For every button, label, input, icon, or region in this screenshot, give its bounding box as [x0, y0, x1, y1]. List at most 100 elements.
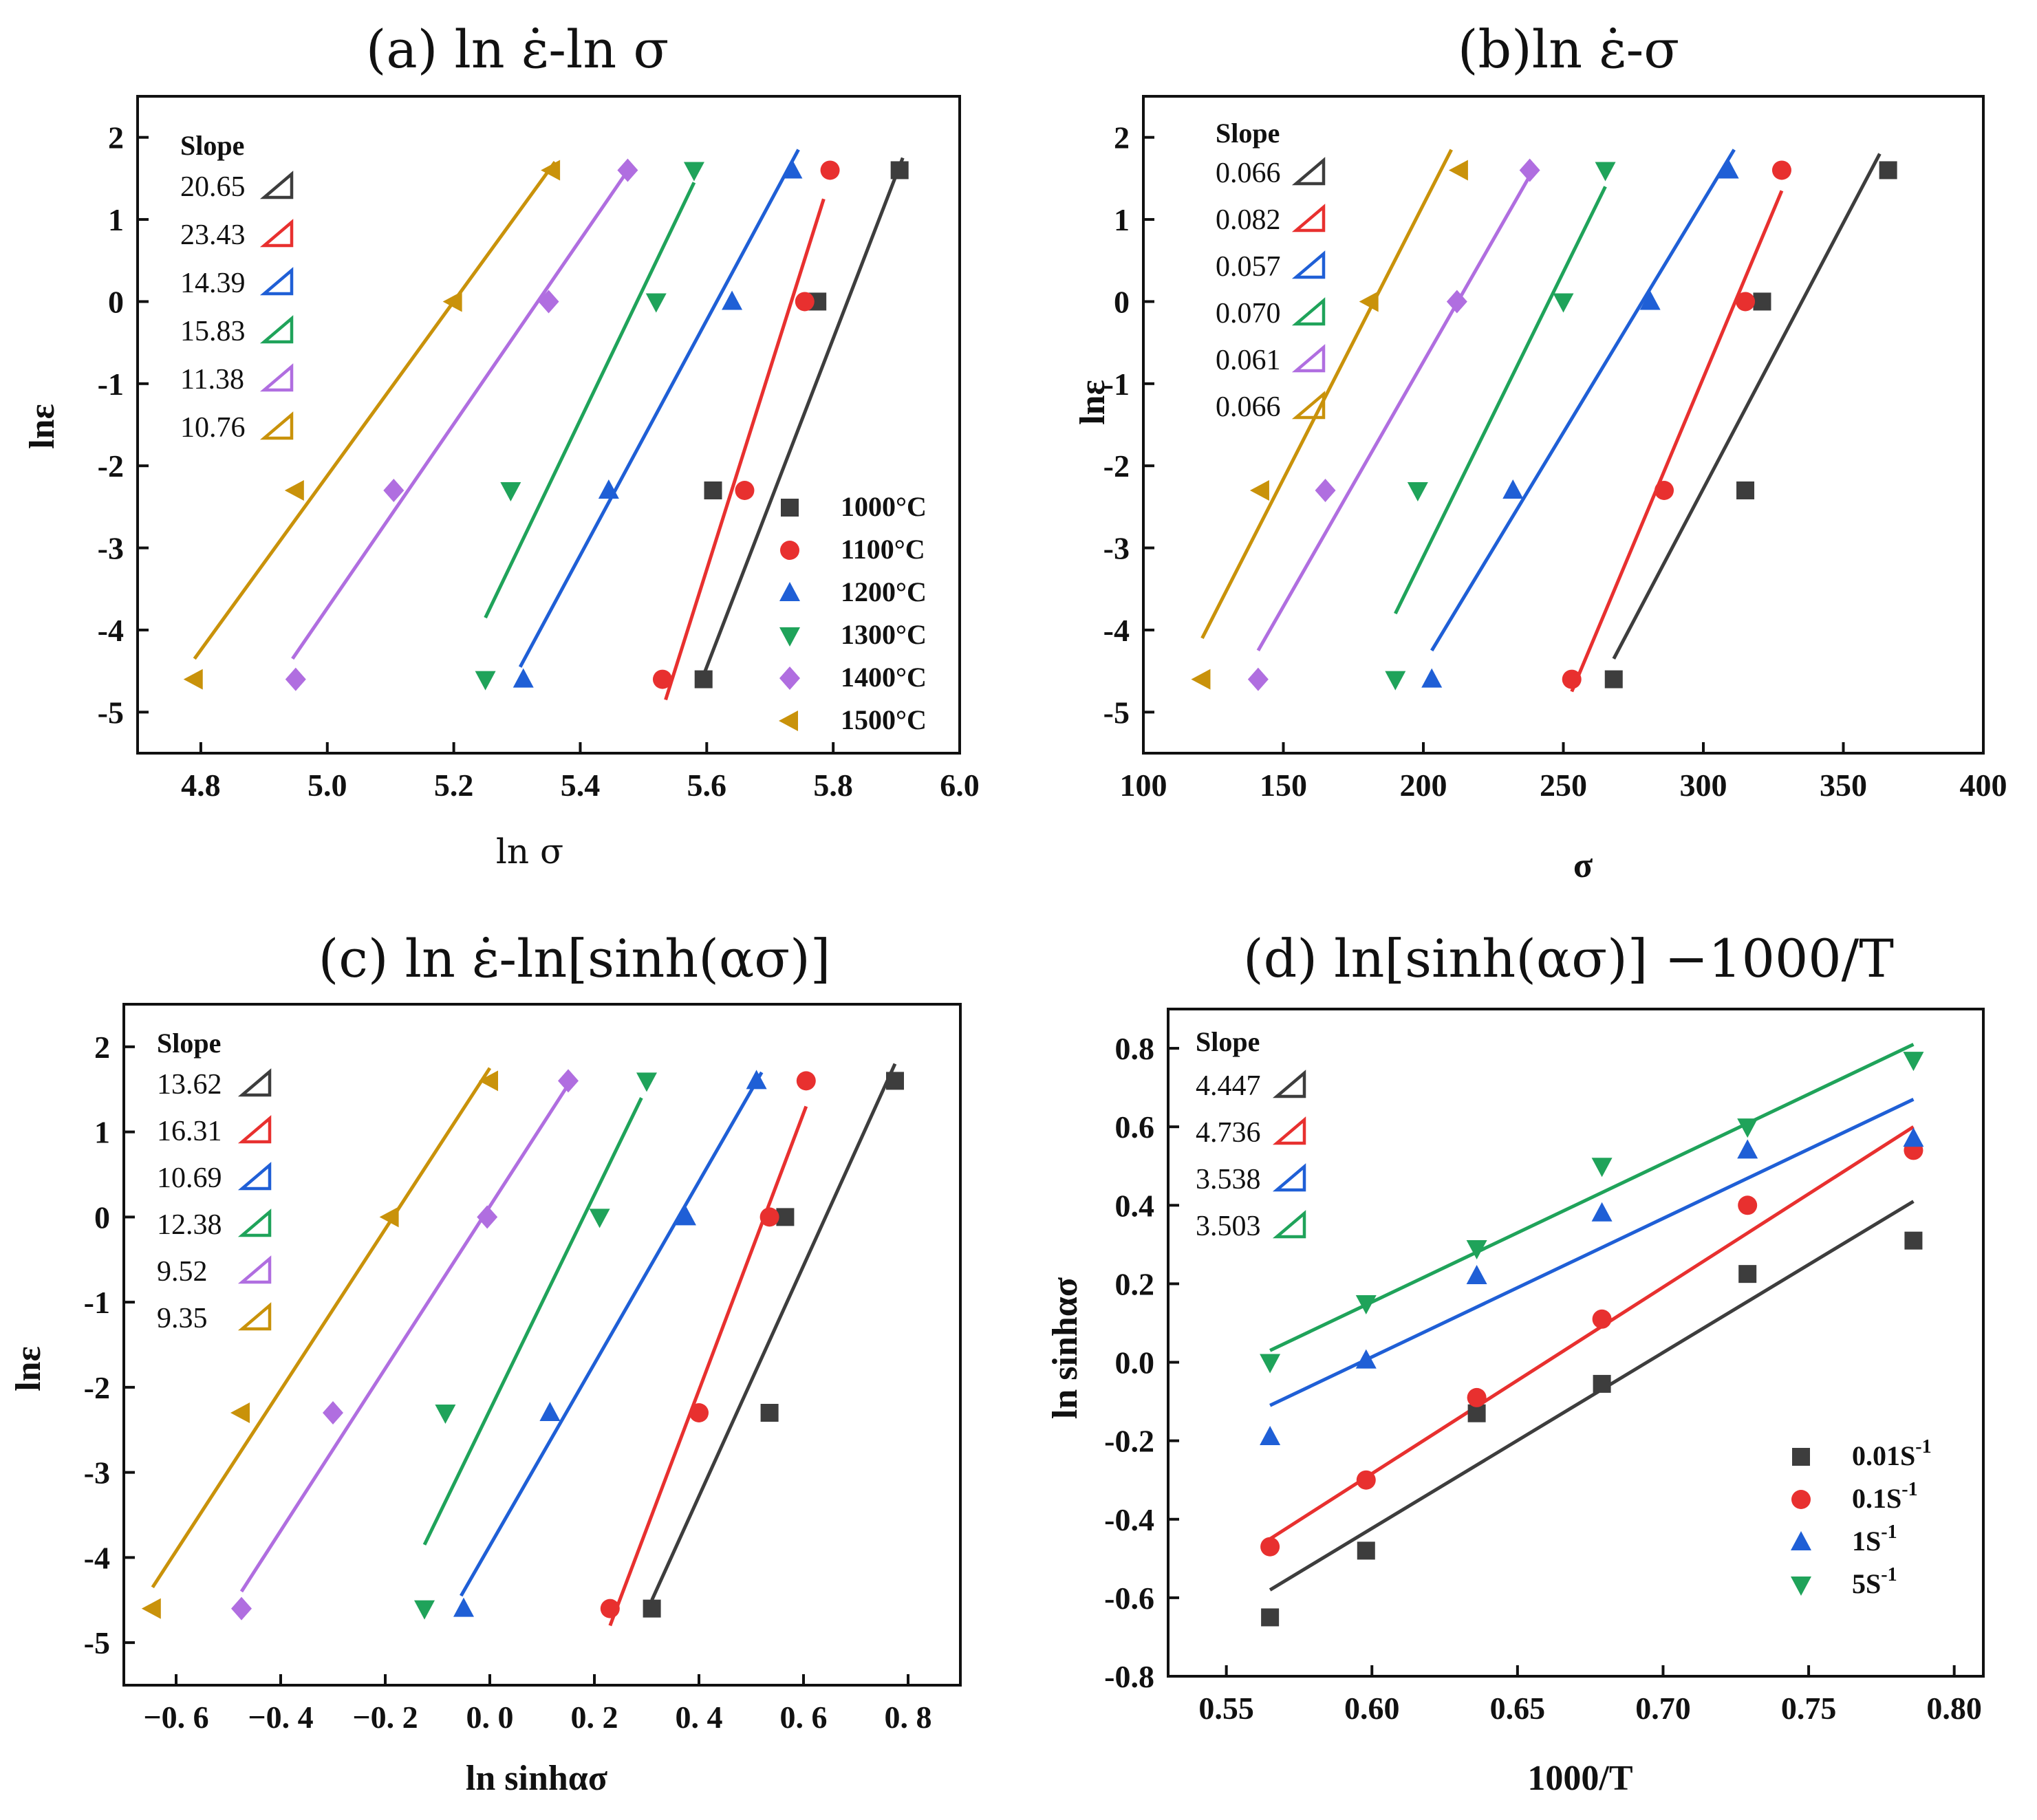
data-point: [284, 480, 304, 501]
data-point: [1466, 1265, 1487, 1284]
y-tick-label: -4: [98, 613, 124, 648]
panel-d: (d) ln[sinh(ασ)] −1000/T 0.55 0.60 0.65 0.7…: [1046, 928, 1985, 1798]
data-point: [645, 293, 667, 313]
y-tick-label: -3: [84, 1455, 110, 1491]
panel-c: (c) ln ε̇-ln[sinh(ασ)] −0. 6 −0. 4 −0. 2 0.…: [9, 928, 962, 1798]
slope-value: 20.65: [180, 171, 246, 203]
legend-label: 0.01S-1: [1852, 1436, 1932, 1471]
slope-value: 4.447: [1196, 1070, 1261, 1102]
data-point: [1903, 1052, 1924, 1072]
panel-a-ticks: 4.8 5.0 5.2 5.4 5.6 5.8 6.0 -5 -4 -3 -2 -1 0 1 2: [98, 120, 980, 803]
x-tick-label: 300: [1680, 768, 1727, 803]
legend-label: 0.1S-1: [1852, 1479, 1918, 1514]
y-tick-label: -4: [84, 1540, 110, 1575]
slope-value: 0.057: [1216, 251, 1281, 283]
data-point: [795, 292, 815, 312]
data-point: [1359, 291, 1379, 312]
data-point: [1753, 292, 1771, 311]
fit-line: [608, 1105, 808, 1627]
data-point: [230, 1402, 250, 1423]
data-point: [1519, 158, 1540, 182]
data-point: [1591, 1158, 1613, 1178]
data-point: [890, 161, 909, 180]
legend-superscript: -1: [1915, 1436, 1931, 1458]
slope-icon: [1272, 1163, 1306, 1192]
legend-superscript: -1: [1901, 1479, 1917, 1500]
slope-icon: [1291, 344, 1326, 373]
panel-c-y-label: lnε: [9, 1346, 48, 1391]
data-point: [735, 481, 755, 500]
slope-value: 10.69: [157, 1162, 222, 1194]
data-point: [652, 669, 672, 689]
y-tick-label: 0: [94, 1200, 110, 1235]
x-tick-label: 0.80: [1926, 1691, 1982, 1726]
x-tick-label: 400: [1960, 768, 2007, 803]
slope-icon: [1272, 1070, 1306, 1098]
panel-d-fit-lines: [1269, 1043, 1915, 1592]
x-tick-label: 6.0: [940, 768, 980, 803]
slope-icon: [1291, 250, 1326, 279]
fit-line: [1570, 190, 1784, 693]
data-point: [1260, 1354, 1281, 1374]
data-point: [746, 1070, 767, 1090]
legend-label: 1500°C: [841, 704, 927, 735]
slope-value: 23.43: [180, 219, 246, 251]
panel-d-y-label: ln sinhασ: [1046, 1277, 1085, 1419]
data-point: [1736, 481, 1755, 499]
fit-line: [702, 157, 905, 676]
data-point: [475, 671, 496, 691]
data-point: [1655, 481, 1674, 500]
data-point: [1260, 1425, 1281, 1445]
panel-a-slope-box: Slope 20.65 23.43 14.39 15.83 11.38 10.76: [180, 130, 294, 444]
data-point: [1737, 1139, 1758, 1159]
legend-label: 1000°C: [841, 491, 927, 522]
x-tick-label: 200: [1400, 768, 1447, 803]
data-point: [683, 162, 704, 182]
slope-icon: [259, 363, 294, 392]
fit-line: [422, 1097, 643, 1546]
slope-icon: [1291, 157, 1326, 186]
data-point: [676, 1206, 696, 1226]
data-point: [1553, 293, 1574, 313]
slope-value: 0.066: [1216, 391, 1281, 423]
x-tick-label: 0.60: [1344, 1691, 1400, 1726]
legend-label: 1200°C: [841, 576, 927, 607]
data-point: [323, 1401, 343, 1424]
fit-line: [650, 1063, 897, 1601]
slope-icon: [237, 1255, 272, 1284]
y-tick-label: 0: [1114, 284, 1130, 319]
panel-d-title: (d) ln[sinh(ασ)] −1000/T: [1243, 928, 1894, 989]
data-point: [1467, 1404, 1486, 1422]
y-tick-label: 0.0: [1115, 1345, 1155, 1380]
y-tick-label: -0.4: [1104, 1502, 1154, 1537]
slope-value: 12.38: [157, 1209, 222, 1241]
data-point: [414, 1600, 435, 1620]
x-tick-label: 5.4: [561, 768, 601, 803]
legend-label: 5S-1: [1852, 1564, 1897, 1599]
legend-label: 1400°C: [841, 662, 927, 693]
x-tick-label: −0. 2: [352, 1700, 418, 1735]
legend-label: 1S-1: [1852, 1521, 1897, 1557]
legend-marker: [779, 627, 800, 647]
panel-b-title: (b)ln ε̇-σ: [1458, 19, 1679, 80]
data-point: [1562, 669, 1582, 689]
x-tick-label: 100: [1120, 768, 1167, 803]
panel-a-plot-frame: [136, 95, 961, 755]
data-point: [379, 1206, 399, 1228]
fit-line: [1394, 186, 1607, 615]
slope-icon: [1291, 297, 1326, 326]
slope-value: 16.31: [157, 1116, 222, 1147]
data-point: [1595, 162, 1616, 182]
data-point: [617, 158, 638, 182]
data-point: [541, 160, 561, 181]
fit-line: [1430, 149, 1736, 652]
data-point: [1904, 1231, 1923, 1250]
data-point: [760, 1404, 779, 1422]
x-tick-label: 250: [1540, 768, 1587, 803]
slope-value: 11.38: [180, 364, 244, 396]
x-tick-label: 5.8: [813, 768, 853, 803]
slope-value: 9.35: [157, 1303, 208, 1334]
data-point: [141, 1598, 161, 1619]
fit-line: [664, 198, 826, 701]
